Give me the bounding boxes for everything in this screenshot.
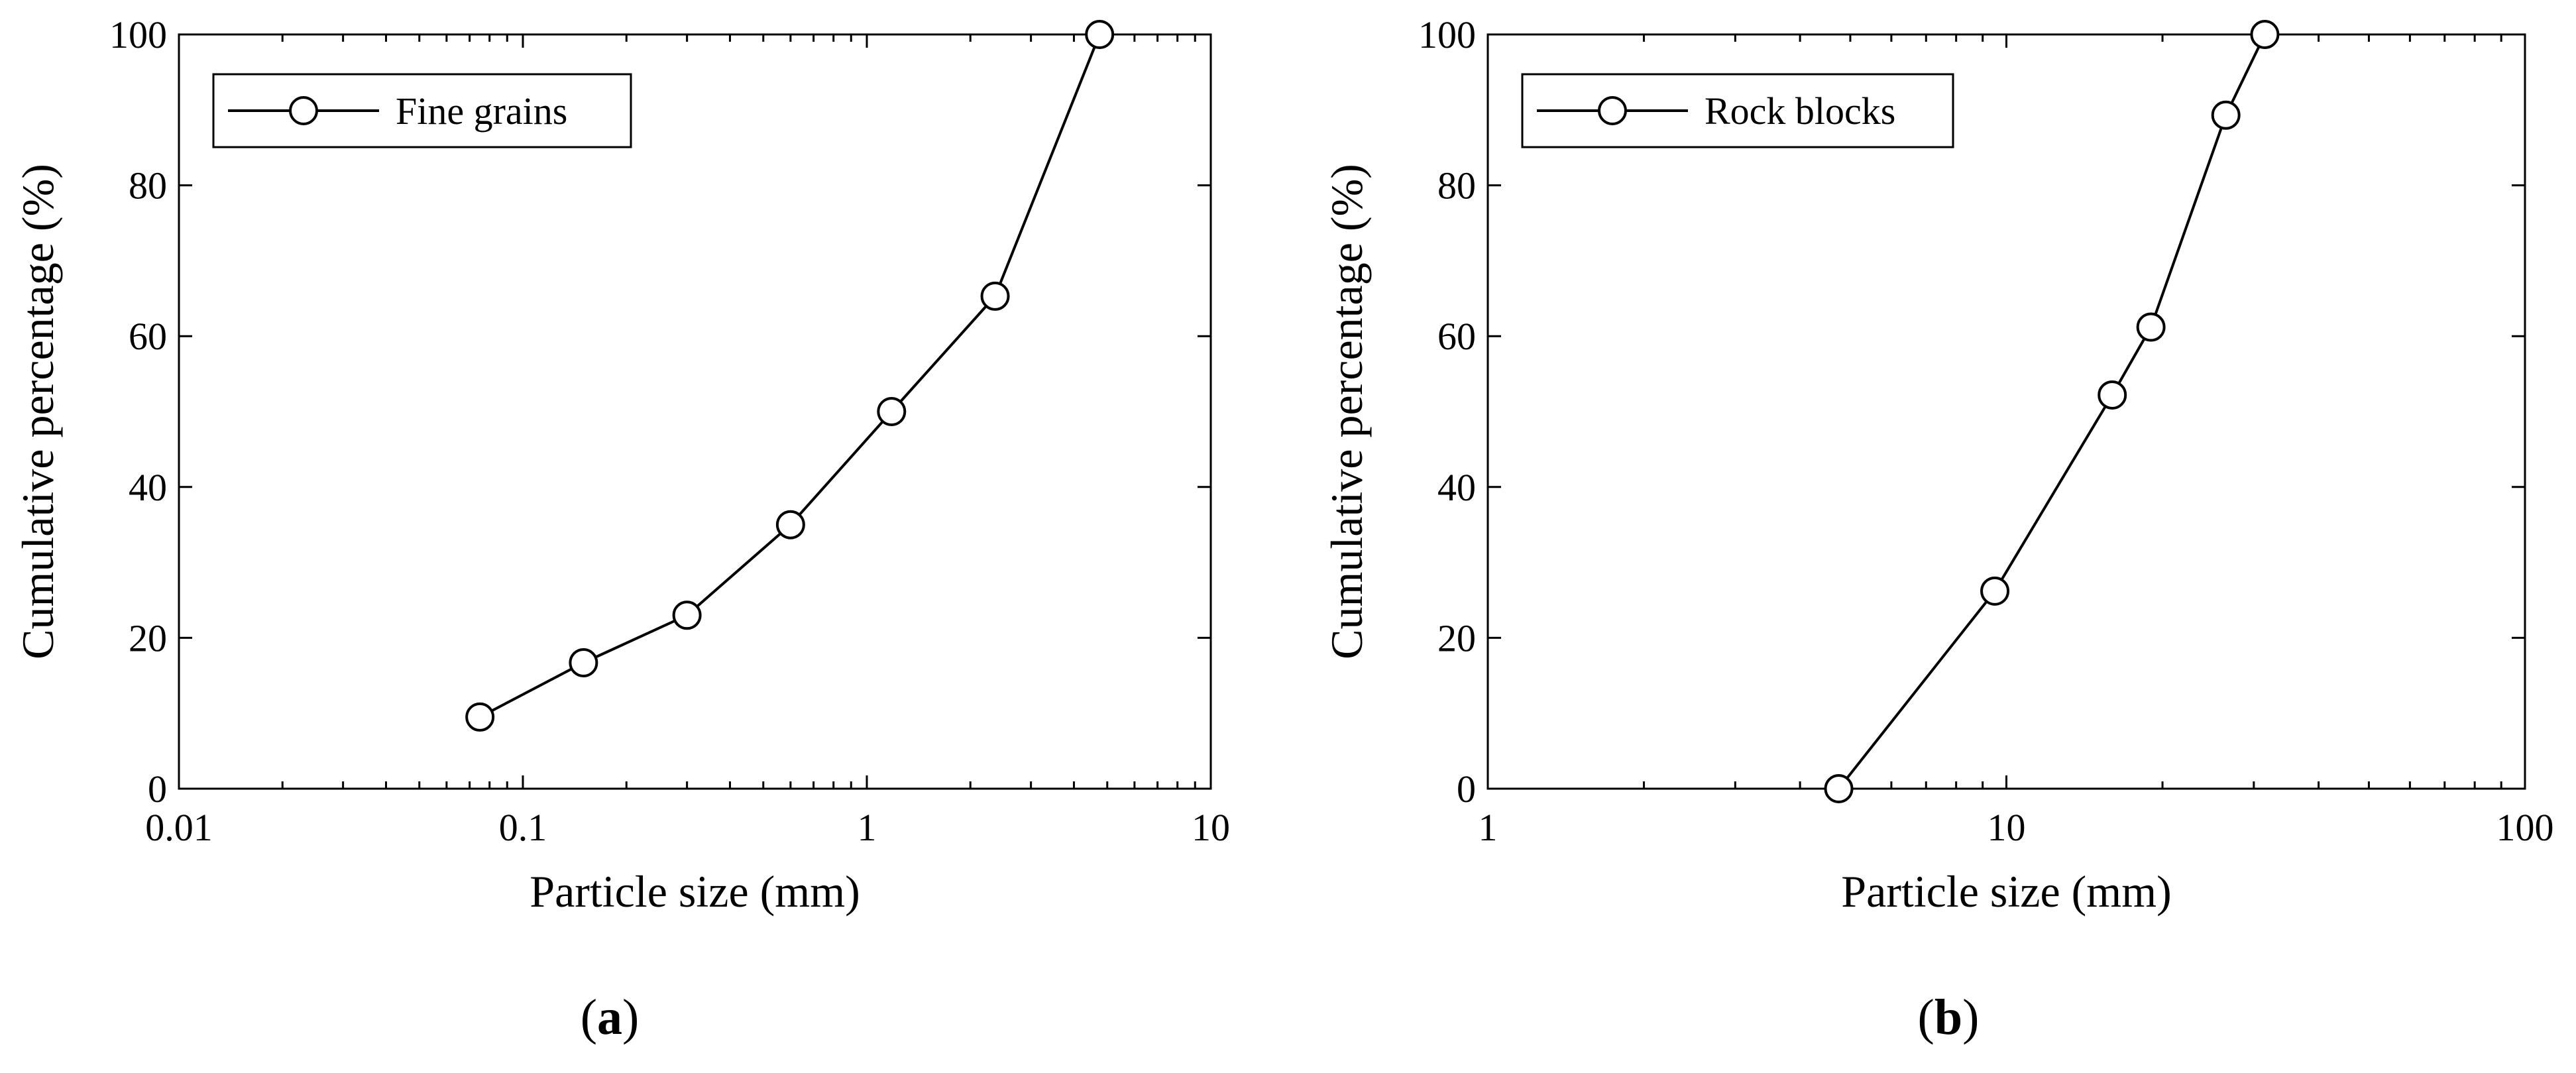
data-point-marker [1980,576,2010,606]
y-tick-label: 80 [1437,164,1476,207]
y-tick-label: 60 [129,315,167,358]
panel-caption: (a) [581,989,640,1045]
x-axis-label: Particle size (mm) [1841,866,2171,917]
y-tick-label: 0 [1457,767,1476,811]
x-tick-label: 100 [2496,806,2554,849]
legend-marker-sample [1598,96,1627,125]
data-point-marker [2136,312,2166,342]
series-line [1837,34,2267,790]
y-tick-label: 20 [1437,616,1476,659]
y-tick-label: 20 [129,616,167,659]
legend-marker-sample [289,96,318,125]
panel-caption: (b) [1918,989,1980,1045]
x-tick-label: 1 [1479,806,1498,849]
y-axis-label: Cumulative percentage (%) [13,164,63,659]
chart-panel-b: 1 10 100 0 20 40 60 80 100 Particle size (mm) Cumu… [1321,13,2554,1045]
x-tick-label: 1 [858,806,877,849]
x-tick-label: 10 [1192,806,1230,849]
y-tick-label: 100 [1418,13,1476,56]
y-tick-label: 60 [1437,315,1476,358]
legend-entry-label: Fine grains [396,89,567,133]
y-tick-label: 80 [129,164,167,207]
y-tick-label: 40 [129,466,167,509]
data-point-marker [1085,20,1115,49]
data-point-marker [465,702,495,732]
data-point-marker [1824,774,1854,803]
legend-entry-label: Rock blocks [1705,89,1895,133]
data-point-marker [569,648,598,677]
plot-frame [178,33,1212,790]
x-tick-label: 0.1 [499,806,547,849]
data-point-marker [877,397,907,426]
y-tick-label: 40 [1437,466,1476,509]
data-point-marker [2098,380,2127,410]
y-axis-label: Cumulative percentage (%) [1321,164,1372,659]
data-point-marker [980,281,1010,311]
y-tick-label: 0 [148,767,167,811]
x-tick-label: 0.01 [145,806,213,849]
y-tick-label: 100 [109,13,167,56]
data-point-marker [2211,100,2241,130]
x-tick-label: 10 [1988,806,2026,849]
data-point-marker [2250,20,2280,49]
data-point-marker [672,600,702,630]
x-axis-label: Particle size (mm) [530,866,860,917]
data-point-marker [775,510,805,539]
